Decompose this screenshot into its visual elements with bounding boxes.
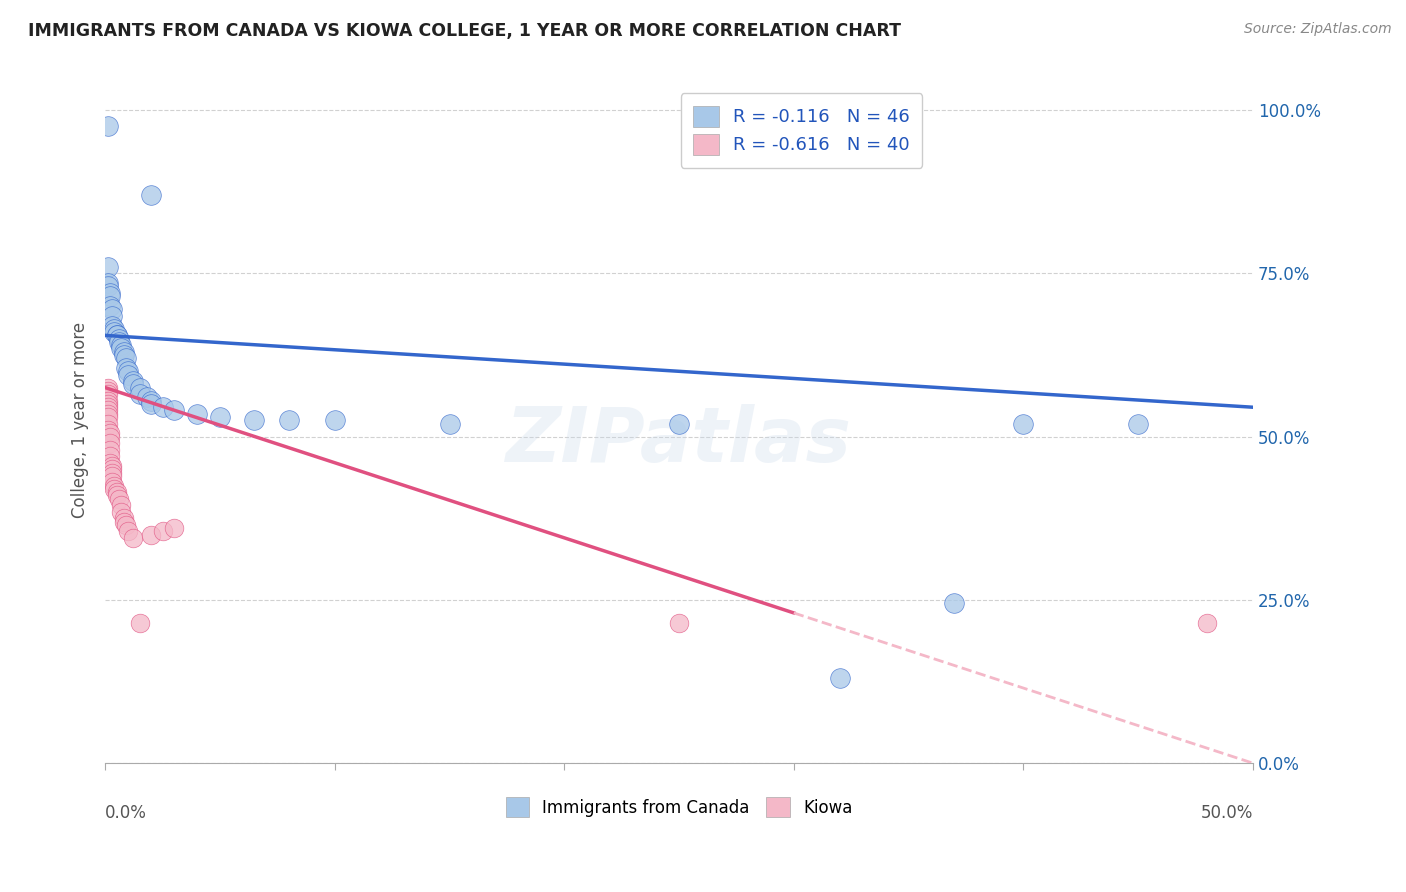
- Point: [668, 417, 690, 431]
- Point: [98, 426, 121, 441]
- Point: [112, 348, 135, 362]
- Point: [110, 505, 132, 519]
- Point: [128, 387, 150, 401]
- Point: [139, 188, 162, 202]
- Point: [1012, 417, 1035, 431]
- Text: IMMIGRANTS FROM CANADA VS KIOWA COLLEGE, 1 YEAR OR MORE CORRELATION CHART: IMMIGRANTS FROM CANADA VS KIOWA COLLEGE,…: [28, 22, 901, 40]
- Point: [98, 442, 121, 457]
- Point: [139, 393, 162, 408]
- Point: [103, 325, 125, 339]
- Point: [96, 401, 118, 415]
- Point: [103, 482, 125, 496]
- Point: [96, 423, 118, 437]
- Point: [163, 403, 186, 417]
- Point: [110, 342, 132, 356]
- Point: [101, 318, 124, 333]
- Point: [96, 381, 118, 395]
- Point: [152, 401, 174, 415]
- Point: [96, 417, 118, 431]
- Point: [121, 374, 143, 388]
- Point: [105, 328, 128, 343]
- Text: Source: ZipAtlas.com: Source: ZipAtlas.com: [1244, 22, 1392, 37]
- Point: [117, 364, 139, 378]
- Point: [112, 511, 135, 525]
- Point: [101, 462, 124, 476]
- Point: [101, 309, 124, 323]
- Point: [117, 368, 139, 382]
- Point: [96, 387, 118, 401]
- Point: [105, 488, 128, 502]
- Point: [110, 498, 132, 512]
- Point: [108, 491, 131, 506]
- Point: [96, 120, 118, 134]
- Point: [121, 377, 143, 392]
- Point: [101, 302, 124, 317]
- Point: [110, 338, 132, 352]
- Point: [96, 407, 118, 421]
- Point: [115, 361, 138, 376]
- Point: [101, 468, 124, 483]
- Point: [98, 285, 121, 300]
- Point: [98, 456, 121, 470]
- Point: [115, 351, 138, 366]
- Point: [1126, 417, 1149, 431]
- Legend: Immigrants from Canada, Kiowa: Immigrants from Canada, Kiowa: [499, 791, 859, 823]
- Point: [101, 466, 124, 480]
- Point: [103, 322, 125, 336]
- Point: [96, 393, 118, 408]
- Point: [243, 413, 266, 427]
- Point: [98, 299, 121, 313]
- Point: [152, 524, 174, 539]
- Point: [96, 397, 118, 411]
- Point: [121, 531, 143, 545]
- Point: [323, 413, 346, 427]
- Text: 50.0%: 50.0%: [1201, 805, 1253, 822]
- Point: [112, 344, 135, 359]
- Point: [943, 596, 966, 610]
- Point: [105, 328, 128, 343]
- Point: [96, 276, 118, 290]
- Point: [186, 407, 208, 421]
- Point: [103, 478, 125, 492]
- Point: [96, 403, 118, 417]
- Point: [105, 485, 128, 500]
- Point: [139, 527, 162, 541]
- Point: [828, 671, 851, 685]
- Point: [668, 615, 690, 630]
- Point: [112, 515, 135, 529]
- Point: [96, 260, 118, 274]
- Y-axis label: College, 1 year or more: College, 1 year or more: [72, 322, 89, 518]
- Point: [108, 334, 131, 349]
- Point: [115, 517, 138, 532]
- Point: [117, 524, 139, 539]
- Text: ZIPatlas: ZIPatlas: [506, 404, 852, 478]
- Point: [98, 436, 121, 450]
- Point: [163, 521, 186, 535]
- Point: [277, 413, 299, 427]
- Point: [96, 279, 118, 293]
- Point: [108, 332, 131, 346]
- Point: [1195, 615, 1218, 630]
- Point: [439, 417, 461, 431]
- Point: [135, 391, 157, 405]
- Point: [128, 615, 150, 630]
- Point: [98, 449, 121, 463]
- Point: [128, 381, 150, 395]
- Point: [96, 384, 118, 398]
- Point: [208, 410, 231, 425]
- Point: [139, 397, 162, 411]
- Point: [98, 289, 121, 303]
- Point: [101, 458, 124, 473]
- Point: [101, 475, 124, 490]
- Point: [98, 429, 121, 443]
- Point: [96, 410, 118, 425]
- Text: 0.0%: 0.0%: [105, 805, 148, 822]
